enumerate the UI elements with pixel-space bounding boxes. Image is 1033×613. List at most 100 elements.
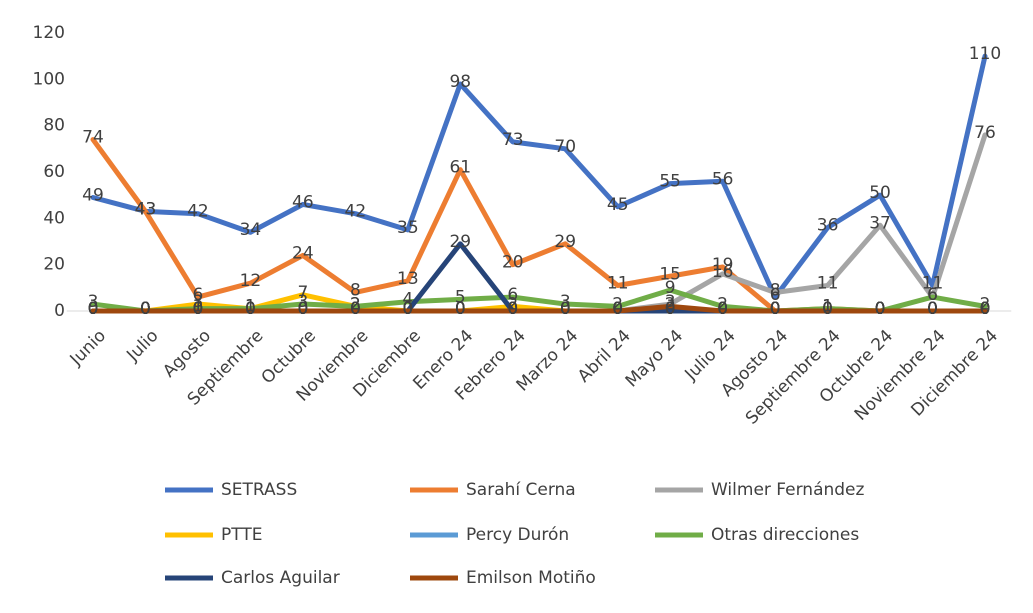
data-label: 0: [193, 299, 204, 319]
data-label: 61: [449, 158, 471, 178]
data-label: 43: [135, 199, 157, 219]
legend-label: PTTE: [221, 525, 262, 545]
data-label: 0: [350, 299, 361, 319]
data-label: 0: [822, 299, 833, 319]
data-label: 7: [297, 283, 308, 303]
data-label: 2: [612, 294, 623, 314]
series-line: [90, 303, 988, 314]
data-label: 6: [927, 285, 938, 305]
data-label: 0: [612, 299, 623, 319]
data-label: 0: [350, 299, 361, 319]
data-label: 76: [974, 123, 996, 143]
data-label: 0: [297, 299, 308, 319]
data-label: 13: [397, 269, 419, 289]
data-label: 0: [140, 299, 151, 319]
data-label: 0: [88, 299, 99, 319]
data-label: 0: [193, 299, 204, 319]
legend-label: Carlos Aguilar: [221, 568, 340, 588]
data-label: 0: [717, 299, 728, 319]
data-label: 11: [922, 274, 944, 294]
data-label: 9: [665, 278, 676, 298]
data-label: 0: [245, 299, 256, 319]
data-label: 0: [770, 299, 781, 319]
data-label: 0: [507, 299, 518, 319]
data-label: 0: [875, 299, 886, 319]
data-label: 0: [140, 299, 151, 319]
data-label: 0: [770, 299, 781, 319]
data-label: 3: [297, 292, 308, 312]
data-label: 2: [350, 294, 361, 314]
data-label: 0: [455, 299, 466, 319]
legend-label: Percy Durón: [466, 525, 569, 545]
data-label: 29: [449, 232, 471, 252]
data-label: 42: [187, 202, 209, 222]
data-label: 0: [770, 299, 781, 319]
y-tick-label: 120: [33, 23, 65, 43]
data-label: 3: [193, 292, 204, 312]
data-label: 49: [82, 185, 104, 205]
data-label: 0: [455, 299, 466, 319]
data-label: 19: [712, 255, 734, 275]
data-label: 0: [927, 299, 938, 319]
data-label: 0: [350, 299, 361, 319]
data-label: 0: [875, 299, 886, 319]
data-label: 0: [88, 299, 99, 319]
data-label: 0: [455, 299, 466, 319]
data-label: 6: [770, 285, 781, 305]
data-label: 0: [88, 299, 99, 319]
data-label: 2: [717, 294, 728, 314]
y-tick-label: 100: [33, 69, 65, 89]
data-label: 0: [88, 299, 99, 319]
data-label: 34: [240, 220, 262, 240]
data-label: 12: [240, 271, 262, 291]
data-label: 0: [980, 299, 991, 319]
data-label: 1: [245, 297, 256, 317]
data-label: 11: [607, 274, 629, 294]
data-label: 0: [875, 299, 886, 319]
data-label: 15: [659, 264, 681, 284]
data-label: 0: [665, 299, 676, 319]
data-label: 0: [560, 299, 571, 319]
data-label: 0: [980, 299, 991, 319]
data-label: 0: [822, 299, 833, 319]
data-label: 2: [507, 294, 518, 314]
data-label: 46: [292, 192, 314, 212]
data-label: 1: [245, 297, 256, 317]
legend-label: Sarahí Cerna: [466, 480, 576, 500]
data-label: 0: [875, 299, 886, 319]
data-label: 0: [770, 299, 781, 319]
data-label: 0: [665, 299, 676, 319]
data-label: 0: [927, 299, 938, 319]
data-label: 0: [560, 299, 571, 319]
data-label: 0: [402, 299, 413, 319]
data-label: 0: [875, 299, 886, 319]
data-label: 6: [193, 285, 204, 305]
legend-label: Wilmer Fernández: [711, 480, 865, 500]
data-label: 0: [297, 299, 308, 319]
data-label: 0: [297, 299, 308, 319]
data-label: 0: [927, 299, 938, 319]
data-label: 50: [869, 183, 891, 203]
data-label: 6: [507, 285, 518, 305]
data-label: 11: [817, 274, 839, 294]
data-label: 55: [659, 172, 681, 192]
data-label: 73: [502, 130, 524, 150]
data-label: 0: [245, 299, 256, 319]
data-label: 1: [193, 297, 204, 317]
data-label: 0: [612, 299, 623, 319]
data-label: 0: [507, 299, 518, 319]
data-label: 2: [665, 294, 676, 314]
y-tick-label: 60: [43, 162, 65, 182]
series-line: [90, 53, 988, 300]
data-label: 0: [193, 299, 204, 319]
data-label: 0: [822, 299, 833, 319]
data-label: 0: [770, 299, 781, 319]
data-label: 0: [560, 299, 571, 319]
data-label: 0: [717, 299, 728, 319]
data-label: 1: [822, 297, 833, 317]
data-label: 6: [927, 285, 938, 305]
data-label: 1: [822, 297, 833, 317]
data-label: 24: [292, 243, 314, 263]
data-label: 3: [665, 292, 676, 312]
